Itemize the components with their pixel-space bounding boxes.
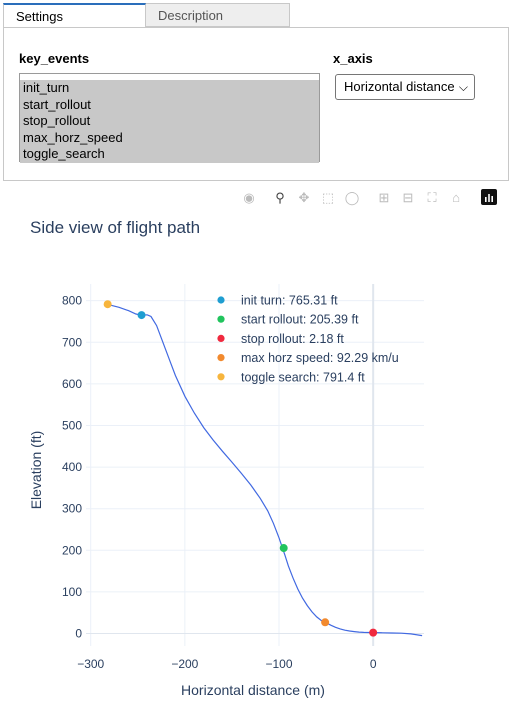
x-axis-label: x_axis xyxy=(333,51,373,66)
tab-description[interactable]: Description xyxy=(146,3,290,27)
key-events-listbox[interactable]: init_turn start_rollout stop_rollout max… xyxy=(19,73,320,163)
x-axis-select-value: Horizontal distance xyxy=(344,79,455,94)
key-event-option[interactable]: toggle_search xyxy=(20,146,319,163)
x-tick-label: 0 xyxy=(370,657,377,671)
legend-marker xyxy=(217,373,225,381)
reset-axes-icon[interactable]: ⌂ xyxy=(452,190,460,205)
key-event-option[interactable]: start_rollout xyxy=(20,96,319,113)
legend-entry: start rollout: 205.39 ft xyxy=(241,313,359,327)
box-select-icon[interactable]: ⬚ xyxy=(321,190,335,205)
legend-marker xyxy=(217,354,225,362)
legend-marker xyxy=(217,315,225,323)
chevron-down-icon: ⌵ xyxy=(458,80,468,94)
lasso-select-icon[interactable]: ◯ xyxy=(344,190,360,205)
y-tick-label: 800 xyxy=(62,294,82,308)
y-tick-label: 700 xyxy=(62,335,82,349)
legend-marker xyxy=(217,334,225,342)
event-marker xyxy=(369,628,378,637)
event-marker xyxy=(137,311,146,320)
y-axis-title: Elevation (ft) xyxy=(28,431,44,510)
x-tick-label: −300 xyxy=(77,657,104,671)
zoom-in-icon[interactable]: ⊞ xyxy=(378,190,390,205)
y-tick-label: 200 xyxy=(62,543,82,557)
chart-grid xyxy=(86,284,424,646)
chart-title: Side view of flight path xyxy=(30,218,201,237)
camera-icon[interactable]: ◉ xyxy=(243,190,255,205)
zoom-out-icon[interactable]: ⊟ xyxy=(402,190,414,205)
x-axis-select[interactable]: Horizontal distance ⌵ xyxy=(335,74,475,100)
x-axis-title: Horizontal distance (m) xyxy=(181,682,325,698)
y-tick-label: 400 xyxy=(62,460,82,474)
legend-marker xyxy=(217,296,225,304)
event-marker xyxy=(321,618,330,627)
event-marker xyxy=(103,300,112,309)
y-tick-label: 100 xyxy=(62,585,82,599)
y-tick-label: 0 xyxy=(75,627,82,641)
plotly-logo[interactable] xyxy=(481,189,497,205)
legend-entry: max horz speed: 92.29 km/u xyxy=(241,351,399,365)
x-tick-labels: −300 −200 −100 0 xyxy=(77,657,377,671)
key-event-option[interactable]: max_horz_speed xyxy=(20,129,319,146)
settings-panel xyxy=(3,27,509,181)
key-event-option[interactable]: stop_rollout xyxy=(20,113,319,130)
autoscale-icon[interactable]: ⛶ xyxy=(427,190,437,205)
tab-settings[interactable]: Settings xyxy=(3,3,146,27)
x-tick-label: −100 xyxy=(265,657,292,671)
pan-icon[interactable]: ✥ xyxy=(298,190,310,205)
legend-entry: init turn: 765.31 ft xyxy=(241,294,338,308)
x-tick-label: −200 xyxy=(171,657,198,671)
y-tick-label: 600 xyxy=(62,377,82,391)
zoom-icon[interactable]: ⚲ xyxy=(275,190,285,205)
y-tick-label: 300 xyxy=(62,502,82,516)
key-events-label: key_events xyxy=(19,51,90,66)
y-tick-label: 500 xyxy=(62,418,82,432)
legend-entry: stop rollout: 2.18 ft xyxy=(241,332,344,346)
chart-legend: init turn: 765.31 ft start rollout: 205.3… xyxy=(217,294,399,384)
zero-lines xyxy=(86,284,424,646)
event-markers xyxy=(103,300,378,637)
plot-modebar: ◉ ⚲ ✥ ⬚ ◯ ⊞ ⊟ ⛶ ⌂ xyxy=(0,189,510,209)
event-marker xyxy=(279,544,288,553)
tab-bar: Settings Description xyxy=(0,0,510,28)
key-event-option[interactable]: init_turn xyxy=(20,80,319,97)
y-tick-labels: 0 100 200 300 400 500 600 700 800 xyxy=(62,294,82,641)
legend-entry: toggle search: 791.4 ft xyxy=(241,370,365,384)
